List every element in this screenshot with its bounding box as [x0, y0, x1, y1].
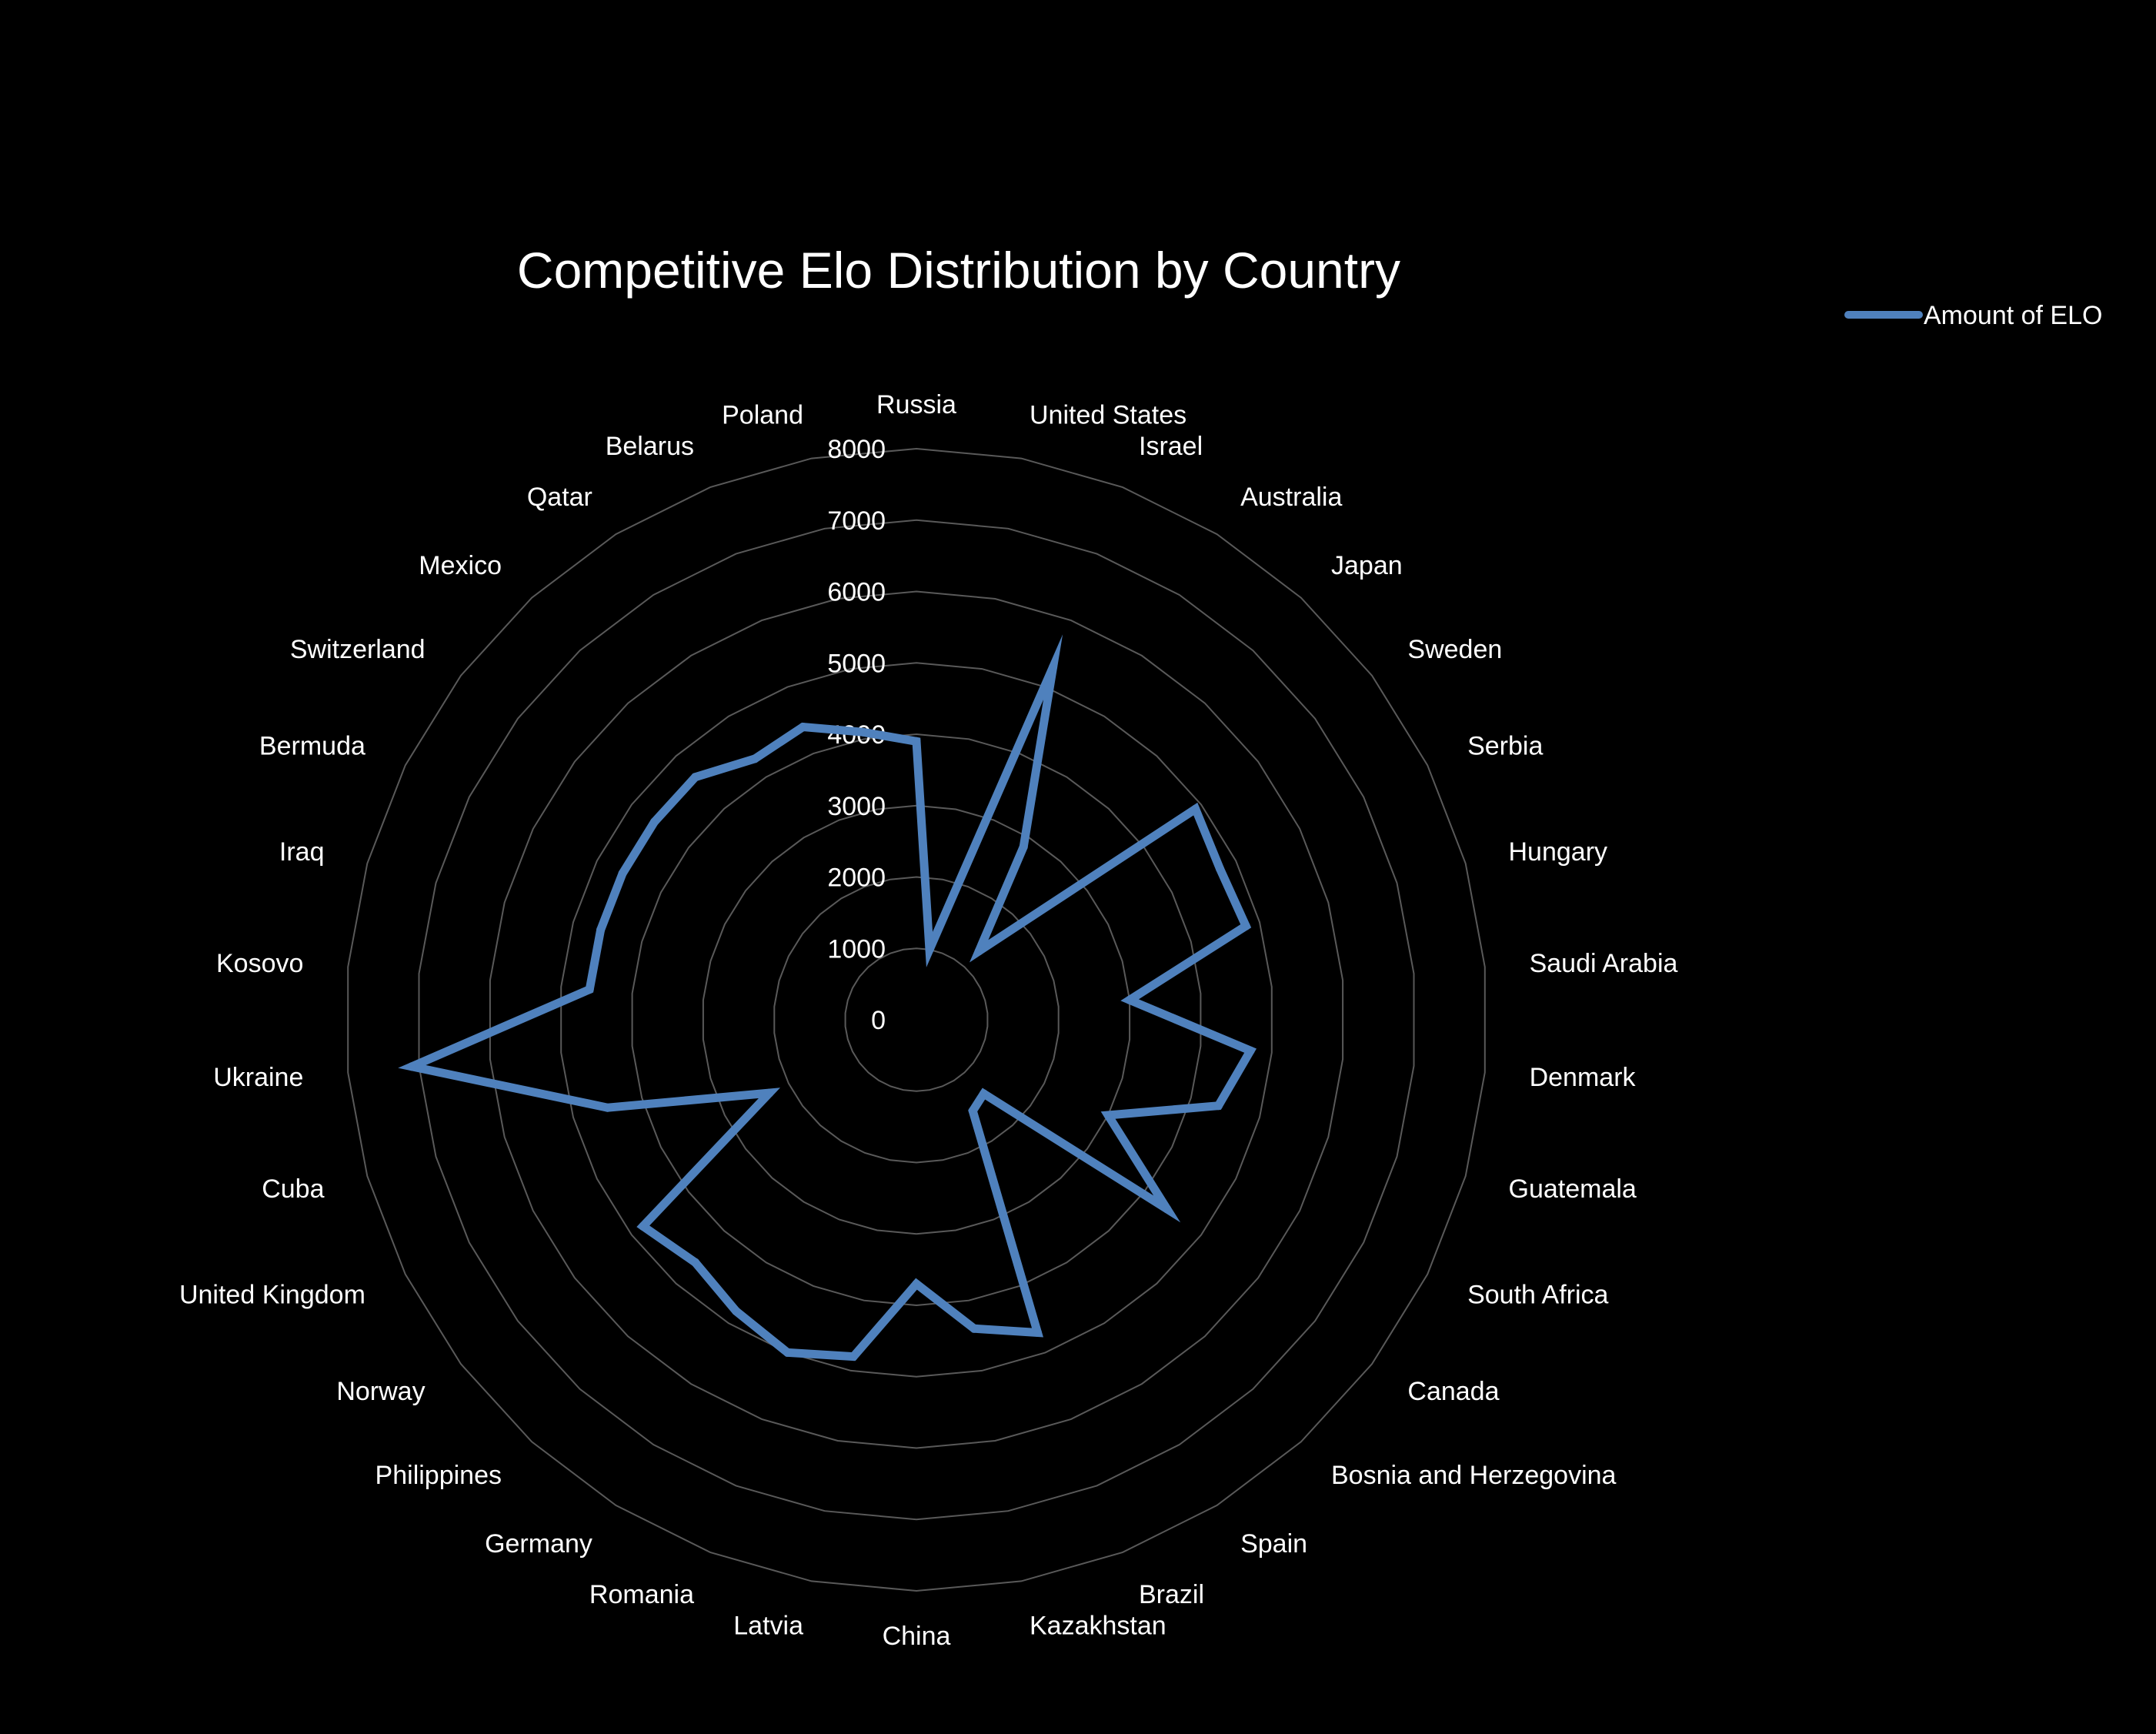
tick-label: 2000 — [827, 864, 886, 893]
data-point — [1163, 1204, 1172, 1214]
category-label: Bermuda — [259, 731, 365, 760]
data-point — [603, 1103, 612, 1112]
grid-ring-1000 — [844, 947, 989, 1092]
data-point — [974, 947, 983, 956]
category-label: Canada — [1407, 1377, 1499, 1406]
data-point — [912, 1279, 921, 1288]
data-point — [765, 1088, 774, 1098]
data-point — [596, 925, 606, 934]
category-label: Germany — [485, 1529, 592, 1559]
category-label: Mexico — [419, 551, 502, 580]
category-label: Hungary — [1509, 837, 1608, 867]
data-point — [639, 1221, 648, 1231]
tick-label: 6000 — [827, 578, 886, 607]
chart-title: Competitive Elo Distribution by Country — [517, 242, 1400, 299]
category-label: South Africa — [1467, 1281, 1608, 1310]
data-point — [1215, 864, 1224, 874]
data-point — [912, 737, 921, 746]
data-point — [925, 945, 934, 954]
grid-ring-3000 — [702, 804, 1131, 1235]
category-label: Sweden — [1407, 635, 1502, 664]
data-point — [799, 723, 808, 731]
data-point — [968, 1106, 977, 1115]
data-point — [1125, 995, 1134, 1004]
category-label: Kazakhstan — [1030, 1611, 1166, 1640]
grid-ring-8000 — [347, 447, 1486, 1592]
category-label: Denmark — [1530, 1063, 1637, 1092]
data-point — [1214, 1101, 1223, 1111]
data-point — [750, 754, 759, 763]
category-label: Israel — [1139, 432, 1203, 461]
grid-ring-6000 — [489, 590, 1344, 1449]
tick-label: 0 — [871, 1006, 886, 1035]
data-point — [407, 1062, 416, 1071]
category-label: Kosovo — [216, 949, 303, 978]
category-label: China — [883, 1622, 951, 1651]
category-label: United Kingdom — [179, 1281, 365, 1310]
category-label: Romania — [589, 1580, 694, 1609]
tick-label: 3000 — [827, 792, 886, 821]
data-point — [732, 1307, 741, 1315]
data-point — [1191, 804, 1200, 814]
data-point — [691, 1258, 700, 1267]
category-label: Serbia — [1467, 731, 1543, 760]
legend: Amount of ELO — [1844, 301, 2102, 330]
data-point — [970, 1324, 979, 1333]
data-point — [1019, 842, 1028, 851]
category-label: Bosnia and Herzegovina — [1331, 1461, 1617, 1490]
category-label: Philippines — [375, 1461, 502, 1490]
grid-ring-4000 — [631, 733, 1202, 1307]
category-label: Iraq — [279, 837, 325, 867]
category-label: Norway — [336, 1377, 425, 1406]
data-point — [1241, 921, 1250, 930]
grid-ring-7000 — [418, 519, 1415, 1521]
category-label: Brazil — [1139, 1580, 1204, 1609]
grid-ring-5000 — [560, 662, 1273, 1378]
data-point — [585, 985, 594, 994]
data-point — [1049, 663, 1058, 672]
category-label: Guatemala — [1509, 1174, 1637, 1204]
series-group — [398, 634, 1257, 1361]
data-point — [618, 869, 627, 878]
category-label: Ukraine — [213, 1063, 303, 1092]
grid-ring-2000 — [773, 876, 1060, 1164]
legend-label: Amount of ELO — [1924, 301, 2102, 330]
category-label: Belarus — [606, 432, 694, 461]
category-label: Japan — [1331, 551, 1403, 580]
data-point — [980, 1089, 988, 1098]
data-point — [1033, 1328, 1042, 1337]
category-label: United States — [1030, 401, 1186, 430]
category-label: Qatar — [527, 483, 592, 512]
tick-label: 1000 — [827, 934, 886, 964]
data-point — [858, 727, 867, 737]
category-label: Spain — [1240, 1529, 1307, 1559]
category-label: Russia — [876, 390, 956, 419]
category-label: Switzerland — [290, 635, 426, 664]
category-label: Australia — [1240, 483, 1342, 512]
data-point — [783, 1348, 792, 1357]
tick-label: 8000 — [827, 435, 886, 464]
tick-label: 5000 — [827, 649, 886, 678]
data-point — [1103, 1111, 1113, 1120]
category-label: Cuba — [262, 1174, 324, 1204]
data-point — [691, 773, 700, 782]
radar-grid — [347, 447, 1486, 1592]
data-point — [650, 817, 659, 827]
category-label: Poland — [722, 401, 803, 430]
data-point — [1246, 1046, 1255, 1055]
category-label: Latvia — [733, 1611, 803, 1640]
data-point — [849, 1352, 858, 1361]
category-label: Saudi Arabia — [1530, 949, 1678, 978]
tick-label: 7000 — [827, 506, 886, 536]
